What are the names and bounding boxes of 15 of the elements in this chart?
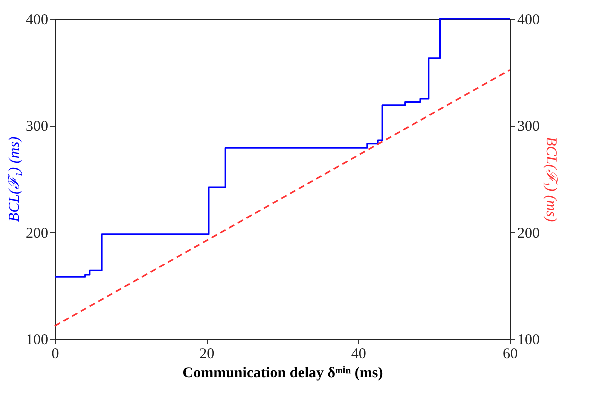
x-tick-label: 60	[503, 346, 518, 362]
x-tick-label: 0	[52, 346, 60, 362]
x-tick-label: 20	[200, 346, 215, 362]
y-tick-label: 100	[26, 332, 48, 348]
y-tick-label: 400	[26, 12, 48, 28]
y2-tick-label: 100	[518, 332, 540, 348]
y2-tick-label: 200	[518, 226, 540, 242]
y2-tick-label: 400	[518, 12, 540, 28]
y-tick-label: 300	[26, 119, 48, 136]
y-axis-title: BCL(ℱ₁) (ms)	[7, 136, 23, 222]
x-tick-label: 40	[351, 346, 366, 362]
y-tick-label: 200	[26, 226, 48, 242]
x-axis-title: Communication delay δᵐⁱⁿ (ms)	[182, 366, 384, 382]
y2-tick-label: 300	[518, 119, 540, 136]
y2-axis-title: BCL(ℱ₁) (ms)	[543, 136, 559, 222]
